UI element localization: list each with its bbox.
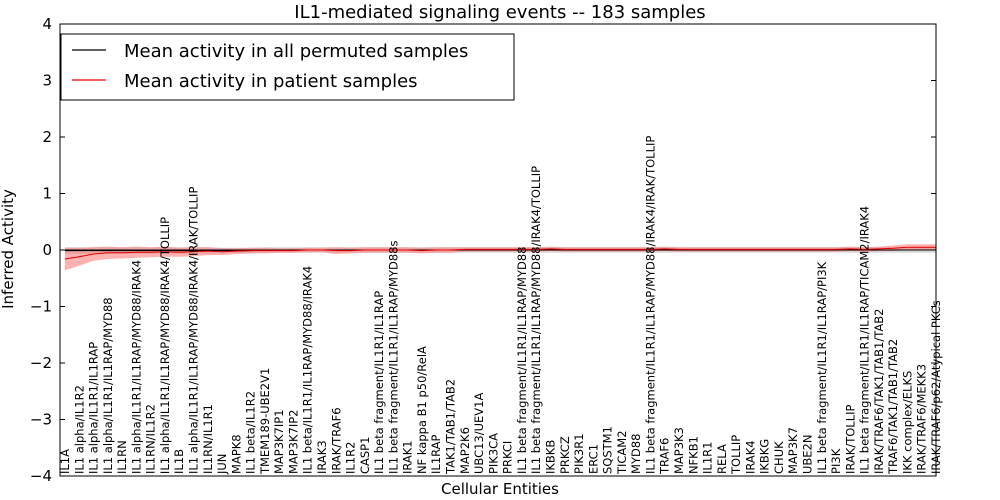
x-tick-label: TAK1/TAB1/TAB2 <box>444 379 458 475</box>
x-tick-label: CASP1 <box>358 437 372 474</box>
x-tick-label: IRAK/TRAF6 <box>329 407 343 474</box>
x-tick-label: CHUK <box>772 441 786 474</box>
y-tick-label: 3 <box>42 72 52 90</box>
x-tick-label: PI3K <box>829 448 843 474</box>
x-tick-label: NFKB1 <box>686 436 700 474</box>
y-tick-label: 1 <box>42 185 52 203</box>
x-tick-label: UBE2N <box>801 435 815 475</box>
x-tick-label: IRAK/TOLLIP <box>843 404 857 473</box>
x-tick-label: IRAK1 <box>401 440 415 474</box>
x-tick-label: TMEM189-UBE2V1 <box>258 368 272 475</box>
x-tick-label: IL1A <box>58 449 72 474</box>
y-tick-label: −4 <box>30 467 52 485</box>
x-tick-label: IL1 beta fragment/IL1R1/IL1RAP <box>372 291 386 474</box>
series-line-permuted <box>65 249 936 252</box>
x-tick-label: MYD88 <box>629 434 643 474</box>
legend-box <box>60 33 515 101</box>
legend-label-patient: Mean activity in patient samples <box>124 71 418 92</box>
x-axis-label: Cellular Entities <box>441 480 559 498</box>
x-tick-label: SQSTM1 <box>601 426 615 474</box>
x-tick-label: IKBKG <box>758 439 772 474</box>
x-tick-label: PRKCZ <box>558 436 572 474</box>
y-axis-label: Inferred Activity <box>0 189 17 309</box>
y-tick-label: −1 <box>30 298 52 316</box>
x-tick-label: IRAK4 <box>743 440 757 474</box>
x-tick-label: PIK3CA <box>486 433 500 474</box>
y-tick-label: −2 <box>30 354 52 372</box>
x-tick-label: IL1 beta/IL1R2 <box>244 391 258 474</box>
y-tick-label: 4 <box>42 15 52 33</box>
x-tick-label: PRKCI <box>501 441 515 474</box>
x-tick-label: PIK3R1 <box>572 433 586 474</box>
x-tick-label: TRAF6 <box>658 438 672 475</box>
x-tick-label: IKBKB <box>544 440 558 474</box>
x-tick-label: MAP3K3 <box>672 427 686 474</box>
x-tick-label: IL1 alpha/IL1R1/IL1RAP <box>87 342 101 474</box>
x-tick-label: UBC13/UEV1A <box>472 393 486 475</box>
x-tick-label: IRAK/TRAF6/TAK1/TAB1/TAB2 <box>872 309 886 474</box>
x-tick-label: IL1R2 <box>344 442 358 474</box>
x-tick-label: IL1 beta fragment/IL1R1/IL1RAP/TICAM2/IR… <box>858 206 872 474</box>
x-tick-label: MAP3K7 <box>786 427 800 474</box>
x-tick-label: NF kappa B1 p50/RelA <box>415 346 429 474</box>
x-tick-label: IL1 beta fragment/IL1R1/IL1RAP/PI3K <box>815 261 829 474</box>
legend-label-permuted: Mean activity in all permuted samples <box>124 41 468 62</box>
x-tick-label: ERC1 <box>586 444 600 474</box>
x-tick-label: IL1 alpha/IL1R2 <box>72 385 86 474</box>
series-line-patient <box>64 246 936 260</box>
y-tick-label: 0 <box>42 241 52 259</box>
chart-title: IL1-mediated signaling events -- 183 sam… <box>294 2 705 23</box>
x-tick-label: IL1 alpha/IL1R1/IL1RAP/MYD88 <box>101 297 115 474</box>
y-tick-label: −3 <box>30 411 52 429</box>
x-tick-label: RELA <box>715 444 729 474</box>
x-tick-label: IL1RAP <box>429 434 443 474</box>
x-tick-label: TOLLIP <box>729 435 743 475</box>
x-tick-label: IL1 beta fragment/IL1R1/IL1RAP/MYD88s <box>386 241 400 474</box>
x-tick-label: IL1RN/IL1R2 <box>144 404 158 474</box>
x-tick-label: IL1 alpha/IL1R1/IL1RAP/MYD88/IRAK4/TOLLI… <box>158 217 172 474</box>
x-tick-label: IL1 beta/IL1R1/IL1RAP/MYD88/IRAK4 <box>301 266 315 474</box>
x-tick-label: IKK complex/ELKS <box>900 371 914 474</box>
x-tick-label: IL1B <box>172 449 186 474</box>
y-tick-label: 2 <box>42 128 52 146</box>
x-tick-label: MAP3K7IP2 <box>287 409 301 474</box>
legend: Mean activity in all permuted samples Me… <box>60 33 515 101</box>
x-tick-label: IL1 beta fragment/IL1R1/IL1RAP/MYD88/IRA… <box>643 136 657 474</box>
x-tick-label: IL1 alpha/IL1R1/IL1RAP/MYD88/IRAK4/IRAK/… <box>187 187 201 474</box>
x-tick-label: MAP3K7IP1 <box>272 409 286 474</box>
x-tick-label: TRAF6/TAK1/TAB1/TAB2 <box>886 339 900 475</box>
x-tick-label: MAP2K6 <box>458 427 472 474</box>
x-tick-label: IRAK3 <box>315 440 329 474</box>
x-tick-label: IL1 beta fragment/IL1R1/IL1RAP/MYD88/IRA… <box>529 166 543 474</box>
x-tick-label: IL1R1 <box>701 442 715 474</box>
series-lines <box>60 246 936 260</box>
x-tick-labels: IL1A IL1 alpha/IL1R2 IL1 alpha/IL1R1/IL1RA… <box>58 136 943 475</box>
x-tick-label: IL1 alpha/IL1R1/IL1RAP/MYD88/IRAK4 <box>129 260 143 474</box>
x-tick-label: IL1RN <box>115 440 129 474</box>
x-tick-label: IL1 beta fragment/IL1R1/IL1RAP/MYD88 <box>515 246 529 473</box>
x-tick-label: TICAM2 <box>615 430 629 475</box>
x-tick-label: IRAK/TRAF6/MEKK3 <box>915 364 929 474</box>
plot-frame <box>59 23 937 477</box>
x-tick-label: JUN <box>215 454 229 475</box>
x-tick-label: IL1RN/IL1R1 <box>201 404 215 474</box>
x-tick-label: MAPK8 <box>229 434 243 474</box>
